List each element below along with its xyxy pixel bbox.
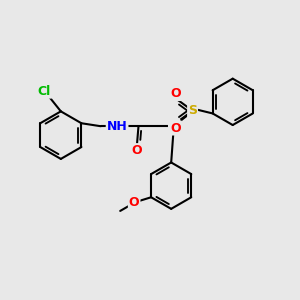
Text: NH: NH [107,120,128,133]
Text: O: O [129,196,140,208]
Text: O: O [170,122,181,134]
Text: O: O [170,87,181,100]
Text: S: S [188,104,197,117]
Text: N: N [169,120,179,133]
Text: O: O [132,144,142,157]
Text: Cl: Cl [38,85,51,98]
